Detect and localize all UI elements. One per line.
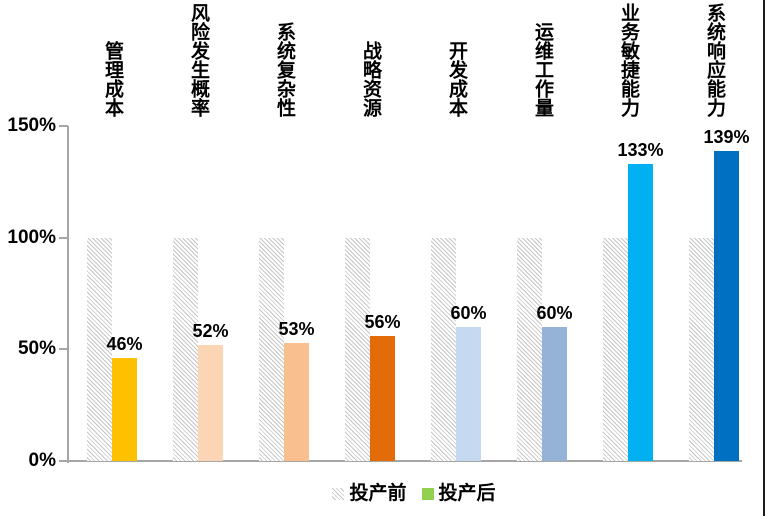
- hatched-swatch-icon: [332, 488, 345, 500]
- category-label-0: 管理成本: [102, 41, 123, 117]
- value-label-6: 133%: [617, 139, 664, 160]
- bar-after-3: [370, 335, 395, 461]
- value-label-0: 46%: [106, 334, 143, 355]
- y-axis-tick-mark: [59, 236, 68, 239]
- bar-before-1: [173, 237, 198, 461]
- x-axis-line: [67, 460, 742, 462]
- bar-before-2: [259, 237, 284, 461]
- y-axis-tick-label: 150%: [7, 115, 56, 136]
- value-label-4: 60%: [450, 303, 487, 324]
- category-label-6: 业务敏捷能力: [618, 3, 639, 117]
- bar-before-7: [689, 237, 714, 461]
- legend-item-after: 投产后: [421, 483, 496, 504]
- bar-after-5: [542, 327, 567, 461]
- y-axis-tick-label: 50%: [17, 338, 56, 360]
- y-axis-tick-mark: [59, 348, 68, 351]
- bar-before-6: [603, 237, 628, 461]
- y-axis-tick-label: 100%: [7, 226, 56, 248]
- bar-before-4: [431, 237, 456, 461]
- bar-after-0: [112, 358, 137, 461]
- value-label-7: 139%: [703, 126, 750, 147]
- value-label-1: 52%: [192, 320, 229, 341]
- category-label-1: 风险发生概率: [188, 3, 209, 117]
- bar-before-0: [87, 237, 112, 461]
- y-axis-tick-mark: [59, 460, 68, 462]
- bar-before-5: [517, 237, 542, 461]
- y-axis-tick-label: 0%: [28, 450, 56, 471]
- category-label-2: 系统复杂性: [274, 22, 295, 117]
- chart-legend: 投产前 投产后: [68, 482, 742, 506]
- category-label-4: 开发成本: [446, 41, 467, 117]
- y-axis-tick-mark: [59, 125, 68, 127]
- value-label-3: 56%: [364, 311, 401, 332]
- value-label-2: 53%: [278, 318, 315, 339]
- right-edge-border: [763, 0, 765, 516]
- y-axis-line: [67, 126, 69, 463]
- legend-label-before: 投产前: [349, 483, 407, 504]
- legend-label-after: 投产后: [438, 483, 496, 504]
- bar-after-7: [714, 150, 739, 461]
- category-label-5: 运维工作量: [532, 22, 553, 117]
- green-swatch-icon: [421, 488, 434, 500]
- category-label-7: 系统响应能力: [704, 3, 725, 117]
- bar-after-1: [198, 344, 223, 461]
- value-label-5: 60%: [536, 303, 573, 324]
- bar-after-2: [284, 342, 309, 461]
- category-label-3: 战略资源: [360, 41, 381, 117]
- bar-after-6: [628, 163, 653, 461]
- legend-item-before: 投产前: [332, 483, 407, 504]
- bar-before-3: [345, 237, 370, 461]
- bar-after-4: [456, 327, 481, 461]
